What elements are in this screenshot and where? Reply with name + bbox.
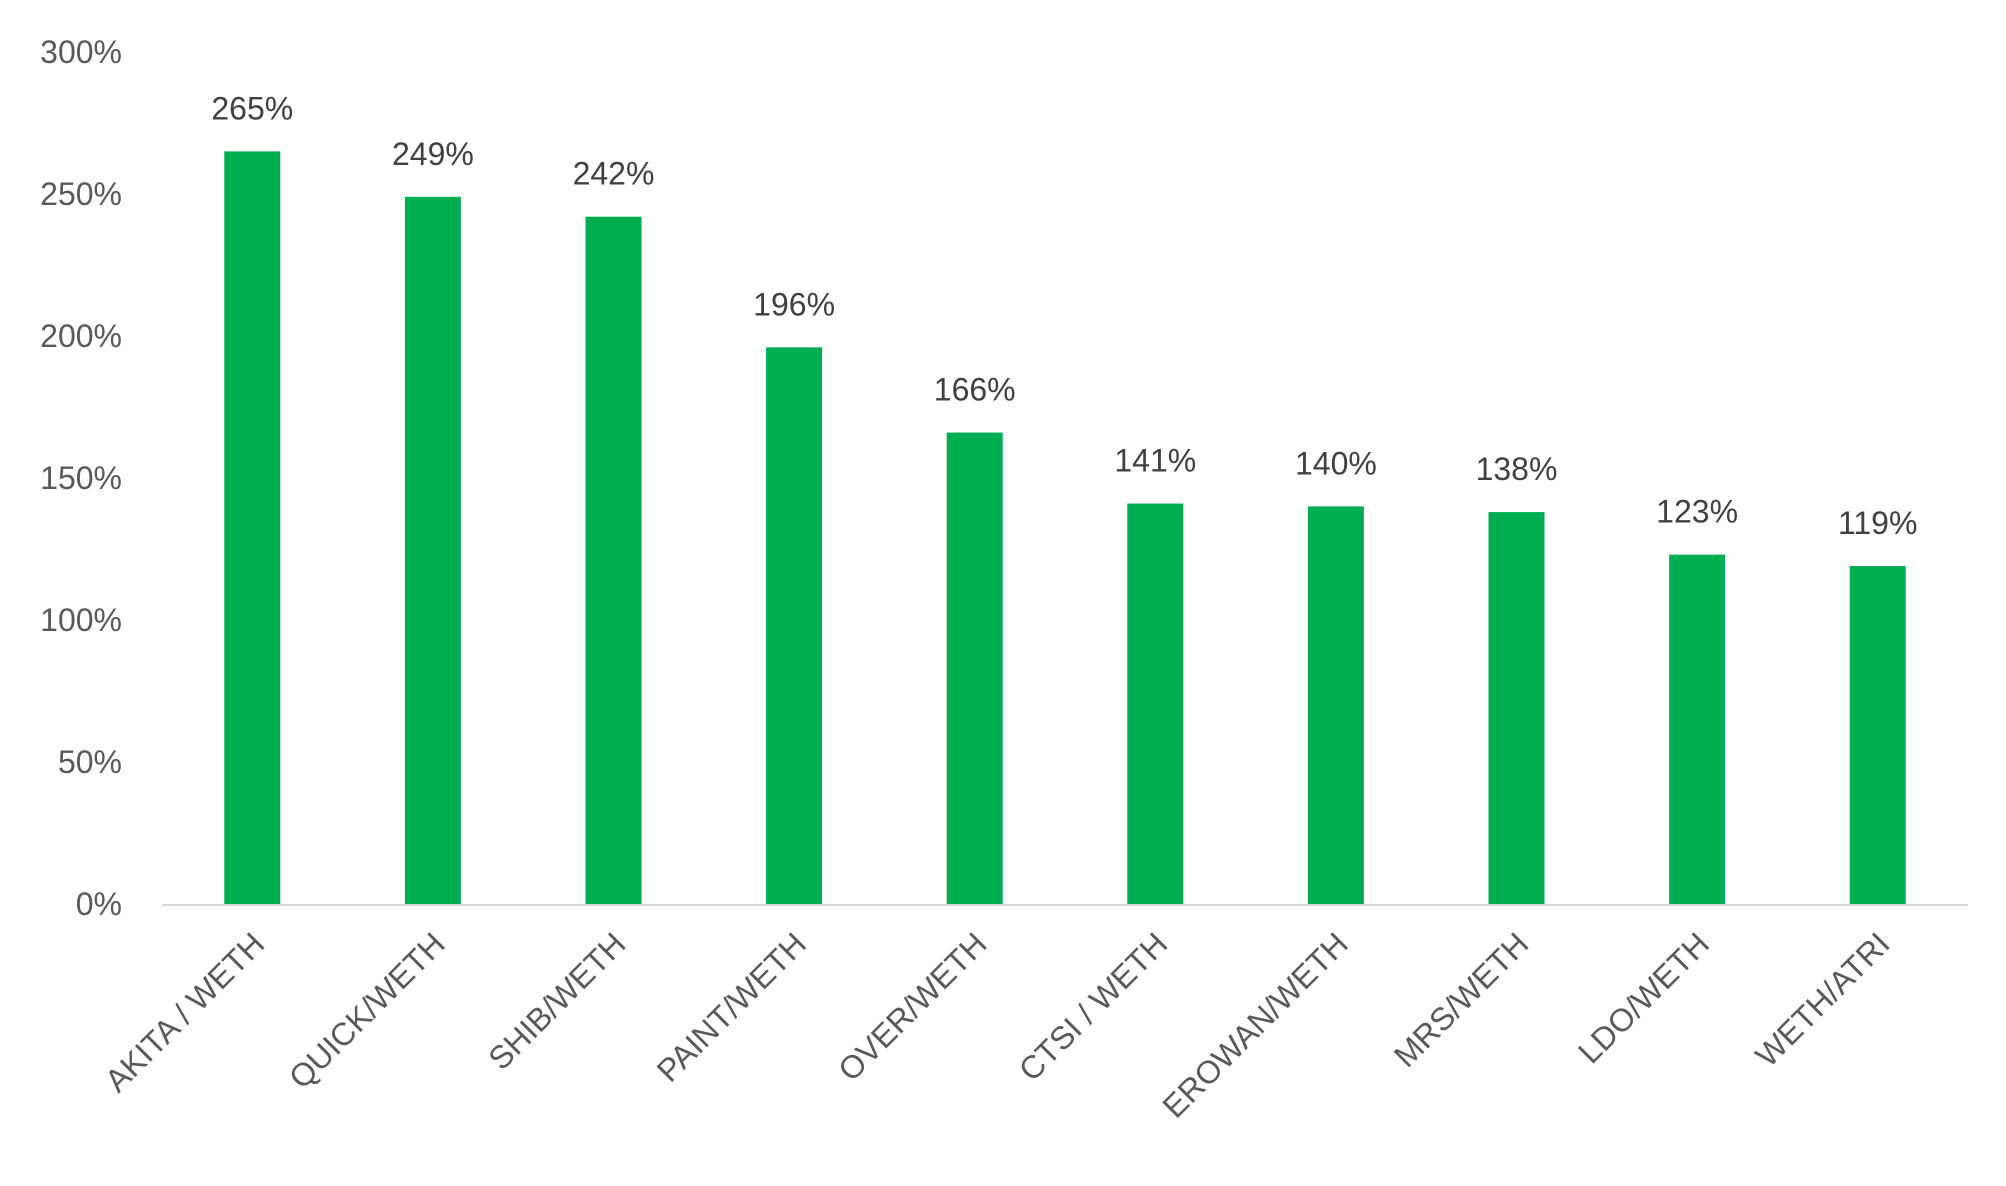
x-axis: AKITA / WETH QUICK/WETH SHIB/WETH PAINT/WET… <box>98 925 1897 1124</box>
x-tick-label: SHIB/WETH <box>481 925 632 1076</box>
bar <box>946 432 1003 904</box>
data-label: 265% <box>211 90 293 126</box>
data-label: 123% <box>1656 494 1738 530</box>
data-labels: 265% 249% 242% 196% 166% 141% 140% 138% 123% 119% <box>211 90 1917 541</box>
bar <box>404 196 461 905</box>
data-label: 242% <box>573 156 655 192</box>
x-tick-label: QUICK/WETH <box>282 925 452 1095</box>
data-label: 249% <box>392 136 474 172</box>
bar <box>1127 503 1184 904</box>
data-label: 196% <box>753 286 835 322</box>
bar <box>224 151 281 904</box>
y-tick-label: 150% <box>40 460 122 496</box>
data-label: 141% <box>1114 443 1196 479</box>
data-label: 138% <box>1476 451 1558 487</box>
y-axis: 0% 50% 100% 150% 200% 250% 300% <box>40 34 122 922</box>
x-tick-label: PAINT/WETH <box>650 925 813 1088</box>
bar <box>766 347 823 904</box>
y-tick-label: 200% <box>40 318 122 354</box>
x-tick-label: MRS/WETH <box>1387 925 1536 1074</box>
y-tick-label: 300% <box>40 34 122 70</box>
data-label: 119% <box>1838 505 1917 541</box>
bars <box>224 151 1906 905</box>
y-tick-label: 50% <box>58 744 122 780</box>
x-tick-label: OVER/WETH <box>831 925 993 1087</box>
y-tick-label: 100% <box>40 602 122 638</box>
x-tick-label: AKITA / WETH <box>98 925 271 1098</box>
bar <box>1669 554 1726 904</box>
y-tick-label: 250% <box>40 176 122 212</box>
x-tick-label: EROWAN/WETH <box>1156 925 1355 1124</box>
y-tick-label: 0% <box>76 886 122 922</box>
data-label: 166% <box>934 372 1016 408</box>
bar <box>1307 506 1364 904</box>
x-tick-label: WETH/ATRI <box>1748 925 1896 1073</box>
data-label: 140% <box>1295 445 1377 481</box>
bar <box>1488 512 1545 904</box>
bar <box>585 216 642 905</box>
x-tick-label: LDO/WETH <box>1571 925 1716 1070</box>
bar <box>1849 566 1906 904</box>
x-tick-label: CTSI / WETH <box>1012 925 1174 1087</box>
